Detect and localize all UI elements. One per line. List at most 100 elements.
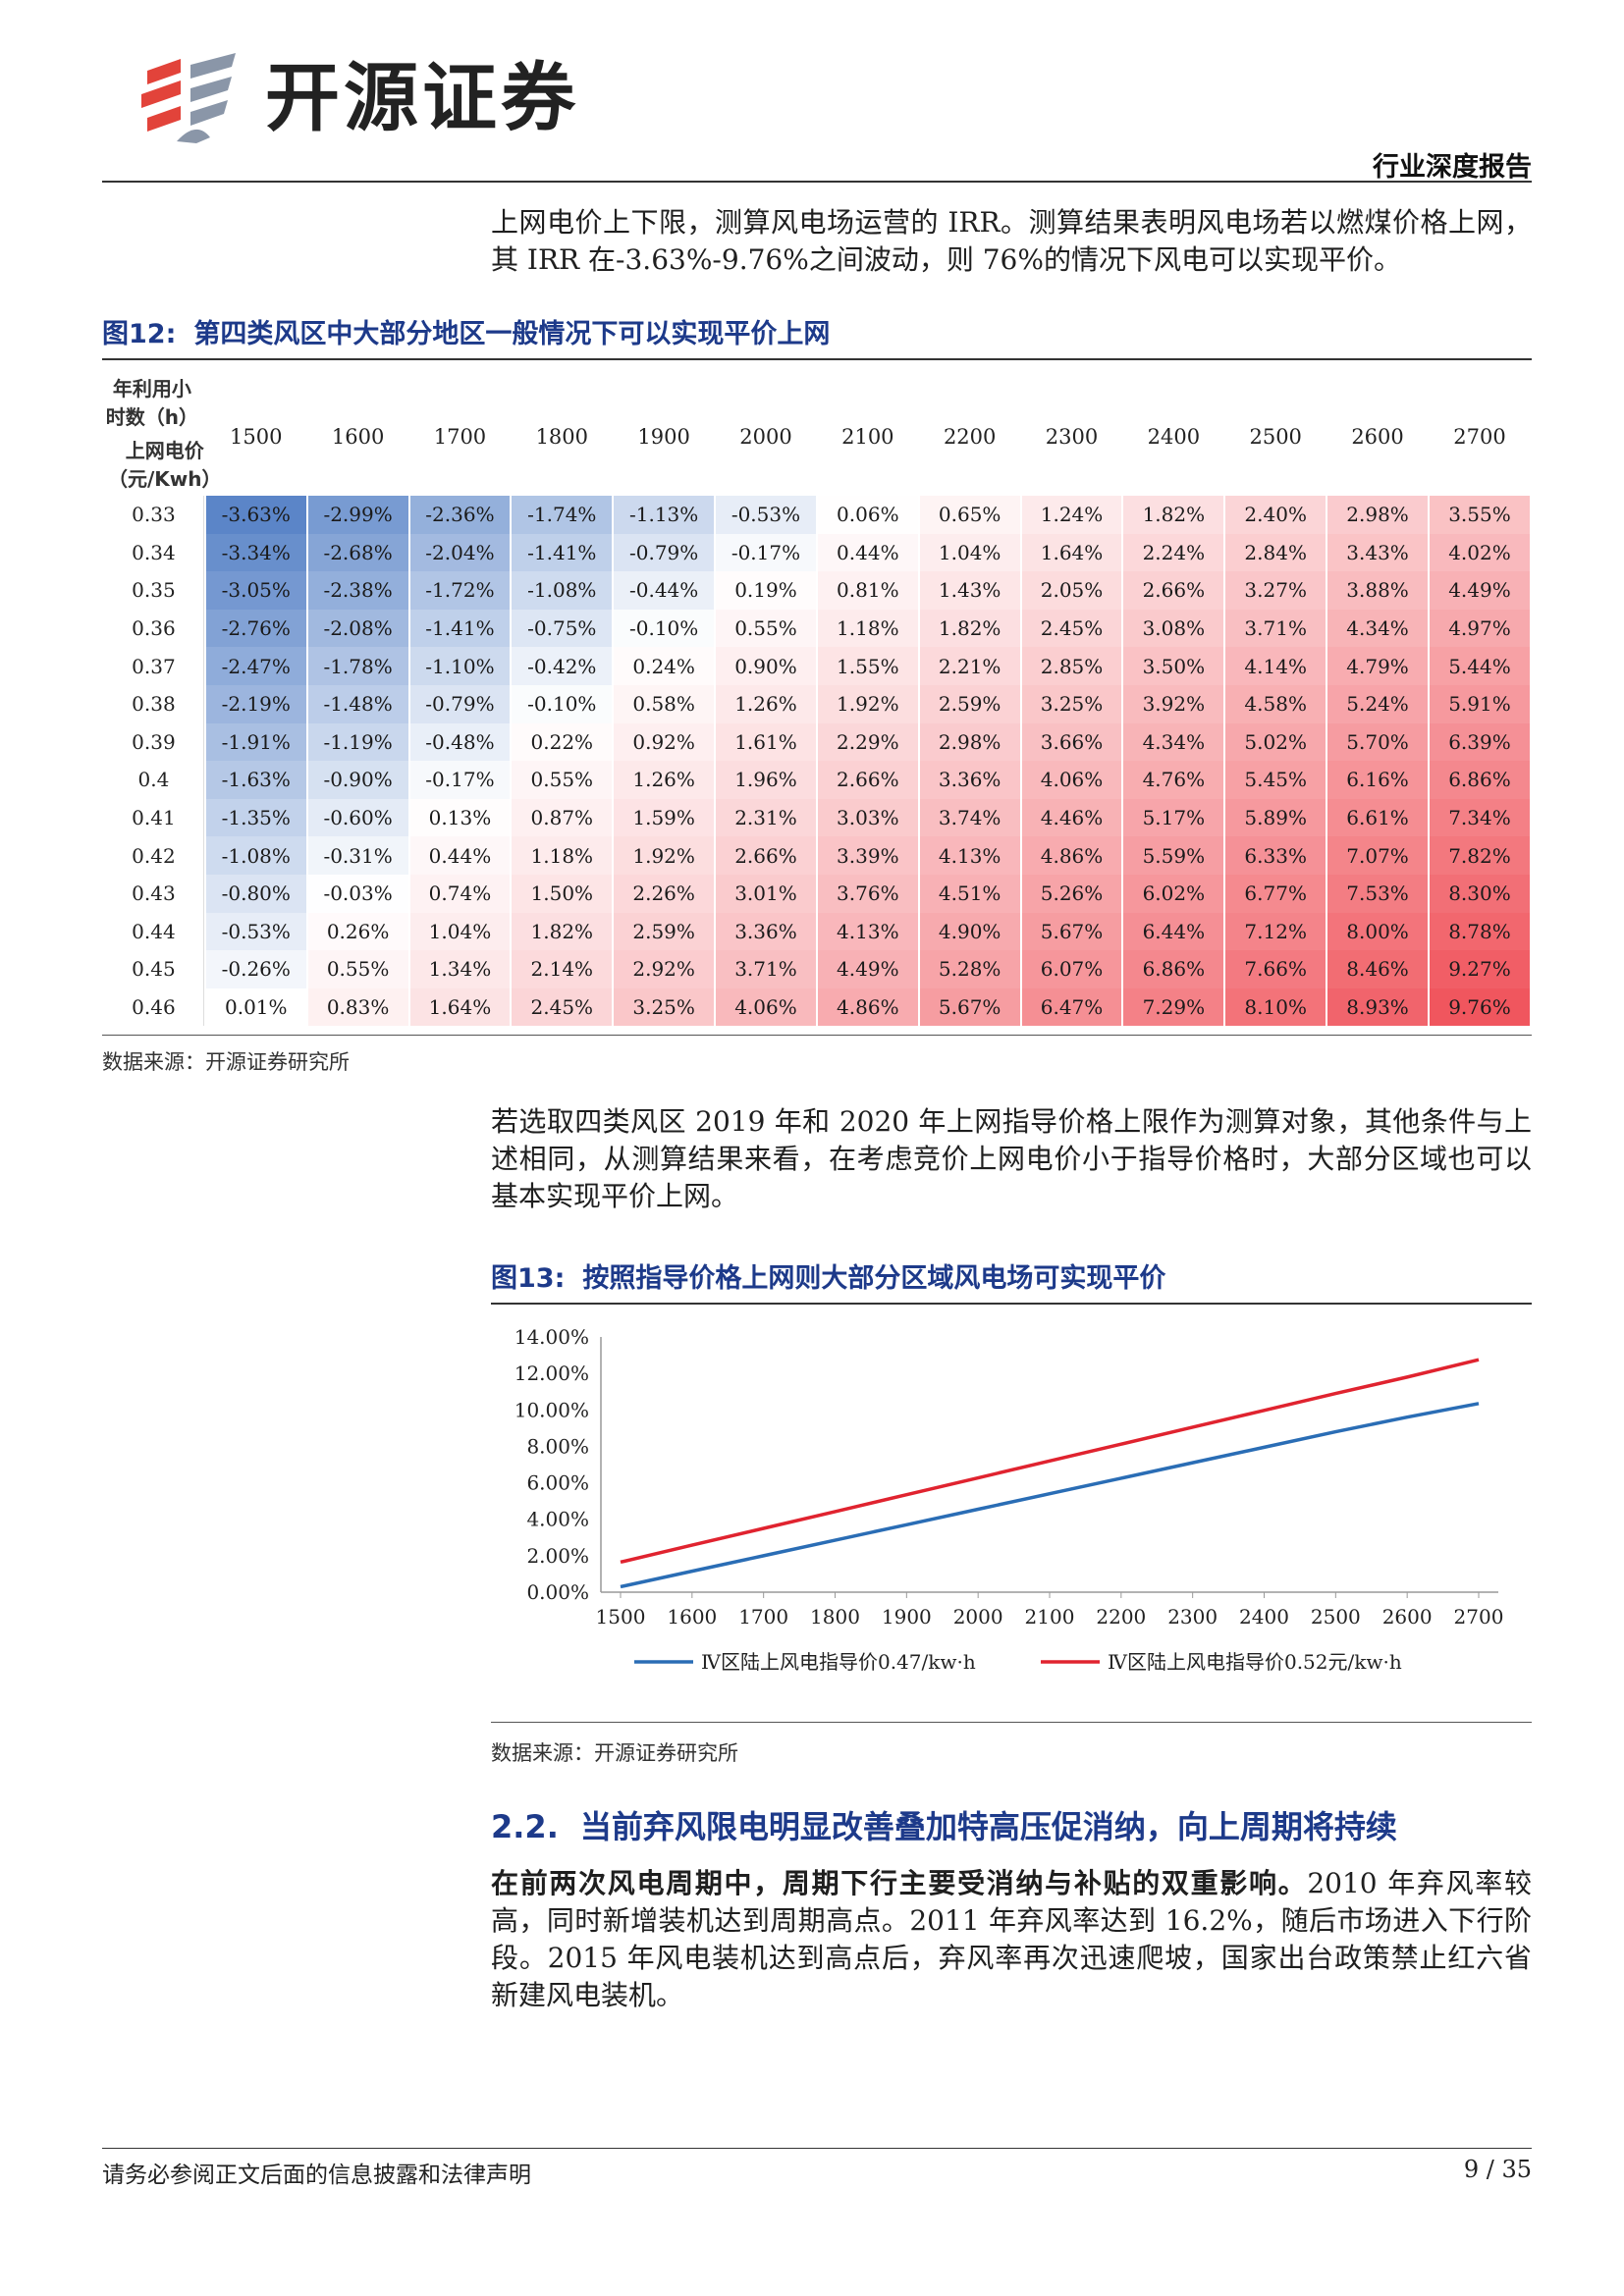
table-cell: -0.60% bbox=[307, 798, 408, 837]
table-row: 0.33 -3.63% -2.99% -2.36% -1.74% -1.13% -0.53%… bbox=[104, 496, 1530, 534]
table-cell: -2.76% bbox=[205, 609, 306, 648]
table-cell: -1.13% bbox=[614, 496, 715, 534]
row-header: 0.39 bbox=[104, 722, 204, 762]
table-cell: -2.47% bbox=[205, 647, 306, 685]
table-cell: 9.27% bbox=[1429, 950, 1530, 988]
table-cell: -3.63% bbox=[205, 496, 306, 534]
table-cell: 4.13% bbox=[817, 912, 918, 951]
table-cell: 5.24% bbox=[1327, 684, 1428, 723]
figure12-bottom-rule bbox=[102, 1035, 1532, 1036]
table-cell: -0.17% bbox=[716, 533, 816, 572]
table-cell: 2.26% bbox=[614, 874, 715, 913]
table-cell: 3.39% bbox=[817, 836, 918, 875]
table-cell: 7.34% bbox=[1429, 798, 1530, 837]
table-cell: 0.92% bbox=[614, 722, 715, 762]
y-tick-label: 8.00% bbox=[526, 1434, 589, 1458]
final-paragraph: 在前两次风电周期中，周期下行主要受消纳与补贴的双重影响。2010 年弃风率较高，… bbox=[491, 1865, 1532, 2014]
y-tick-label: 12.00% bbox=[514, 1362, 589, 1385]
intro-paragraph: 上网电价上下限，测算风电场运营的 IRR。测算结果表明风电场若以燃煤价格上网，其… bbox=[491, 206, 1532, 276]
row-header: 0.38 bbox=[104, 684, 204, 723]
column-header-2100: 2100 bbox=[841, 425, 894, 449]
row-header: 0.44 bbox=[104, 912, 204, 951]
table-cell: 2.31% bbox=[716, 798, 816, 837]
table-cell: 2.45% bbox=[1021, 609, 1122, 648]
table-cell: 7.82% bbox=[1429, 836, 1530, 875]
table-cell: 3.71% bbox=[716, 950, 816, 988]
column-header-1600: 1600 bbox=[331, 425, 385, 449]
table-cell: 2.92% bbox=[614, 950, 715, 988]
footer-divider bbox=[102, 2148, 1532, 2149]
x-tick-label: 2000 bbox=[953, 1605, 1003, 1629]
legend-label-1: Ⅳ区陆上风电指导价0.47/kw·h bbox=[701, 1650, 976, 1674]
table-cell: -0.44% bbox=[614, 571, 715, 610]
table-cell: 6.44% bbox=[1123, 912, 1224, 951]
table-row: 0.35 -3.05% -2.38% -1.72% -1.08% -0.44% 0.19% 0… bbox=[104, 571, 1530, 610]
table-cell: 4.49% bbox=[1429, 571, 1530, 610]
table-cell: 0.19% bbox=[716, 571, 816, 610]
table-cell: 4.02% bbox=[1429, 533, 1530, 572]
table-cell: -0.48% bbox=[409, 722, 511, 762]
table-cell: 4.49% bbox=[817, 950, 918, 988]
legend-label-2: Ⅳ区陆上风电指导价0.52元/kw·h bbox=[1108, 1650, 1402, 1674]
table-cell: 1.82% bbox=[1123, 496, 1224, 534]
table-cell: -0.79% bbox=[409, 684, 511, 723]
table-cell: 8.78% bbox=[1429, 912, 1530, 951]
column-header-2500: 2500 bbox=[1249, 425, 1302, 449]
table-cell: -1.63% bbox=[205, 761, 306, 799]
table-cell: 3.71% bbox=[1225, 609, 1326, 648]
table-cell: 2.98% bbox=[1327, 496, 1428, 534]
table-cell: -0.79% bbox=[614, 533, 715, 572]
column-header-2700: 2700 bbox=[1453, 425, 1506, 449]
row-header: 0.41 bbox=[104, 798, 204, 837]
table-cell: 4.51% bbox=[919, 874, 1020, 913]
x-tick-label: 1500 bbox=[596, 1605, 646, 1629]
row-header: 0.43 bbox=[104, 874, 204, 913]
table-cell: -0.17% bbox=[409, 761, 511, 799]
table-cell: 6.61% bbox=[1327, 798, 1428, 837]
table-cell: -1.08% bbox=[205, 836, 306, 875]
y-tick-label: 0.00% bbox=[526, 1580, 589, 1604]
table-cell: 4.97% bbox=[1429, 609, 1530, 648]
y-tick-label: 6.00% bbox=[526, 1471, 589, 1495]
table-cell: 6.77% bbox=[1225, 874, 1326, 913]
table-cell: 2.05% bbox=[1021, 571, 1122, 610]
table-cell: 6.02% bbox=[1123, 874, 1224, 913]
logo-icon bbox=[141, 53, 236, 143]
table-row: 0.46 0.01% 0.83% 1.64% 2.45% 3.25% 4.06% 4.86% 5… bbox=[104, 988, 1530, 1027]
x-tick-label: 2200 bbox=[1096, 1605, 1146, 1629]
figure12-source: 数据来源：开源证券研究所 bbox=[102, 1050, 350, 1074]
table-cell: 0.65% bbox=[919, 496, 1020, 534]
page-number: 9 / 35 bbox=[1463, 2156, 1532, 2183]
table-cell: 3.74% bbox=[919, 798, 1020, 837]
table-cell: 5.59% bbox=[1123, 836, 1224, 875]
table-cell: 4.14% bbox=[1225, 647, 1326, 685]
table-cell: 0.74% bbox=[409, 874, 511, 913]
table-row: 0.44 -0.53% 0.26% 1.04% 1.82% 2.59% 3.36% 4.13%… bbox=[104, 912, 1530, 951]
table-cell: 6.33% bbox=[1225, 836, 1326, 875]
table-cell: -2.68% bbox=[307, 533, 408, 572]
figure12-number: 图12: bbox=[102, 319, 177, 349]
x-tick-label: 2100 bbox=[1025, 1605, 1075, 1629]
irr-heat-table: 年利用小时数（h） 上网电价（元/Kwh） 1500 1600 1700 1800 19… bbox=[102, 365, 1532, 1027]
figure13-title: 图13: 按照指导价格上网则大部分区域风电场可实现平价 bbox=[491, 1256, 1532, 1305]
table-cell: 3.08% bbox=[1123, 609, 1224, 648]
table-cell: 6.07% bbox=[1021, 950, 1122, 988]
table-cell: 7.07% bbox=[1327, 836, 1428, 875]
final-paragraph-body: 2010 年弃风率较高，同时新增装机达到周期高点。2011 年弃风率达到 16.… bbox=[491, 1867, 1532, 2011]
y-tick-label: 4.00% bbox=[526, 1508, 589, 1531]
table-cell: 2.24% bbox=[1123, 533, 1224, 572]
column-header-1500: 1500 bbox=[230, 425, 283, 449]
figure13-source: 数据来源：开源证券研究所 bbox=[491, 1741, 738, 1765]
x-tick-label: 1900 bbox=[882, 1605, 932, 1629]
table-cell: 2.40% bbox=[1225, 496, 1326, 534]
x-tick-label: 2700 bbox=[1454, 1605, 1504, 1629]
table-cell: 6.86% bbox=[1429, 761, 1530, 799]
row-axis-label: 上网电价（元/Kwh） bbox=[108, 439, 222, 491]
table-cell: 1.59% bbox=[614, 798, 715, 837]
table-cell: -1.48% bbox=[307, 684, 408, 723]
table-cell: 1.26% bbox=[614, 761, 715, 799]
table-cell: 0.58% bbox=[614, 684, 715, 723]
table-cell: 0.55% bbox=[716, 609, 816, 648]
x-tick-label: 1600 bbox=[667, 1605, 717, 1629]
table-cell: 8.46% bbox=[1327, 950, 1428, 988]
